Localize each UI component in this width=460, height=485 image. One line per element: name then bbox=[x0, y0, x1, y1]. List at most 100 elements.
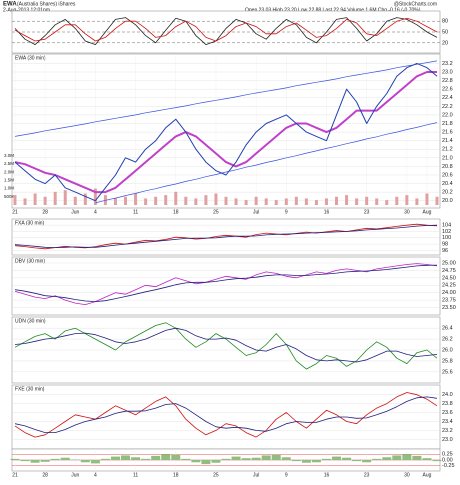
histogram-bar bbox=[342, 458, 351, 460]
volume-bar bbox=[285, 198, 288, 205]
volume-bar bbox=[174, 192, 177, 205]
histogram-bar bbox=[372, 459, 381, 460]
y-tick-label: 21.2 bbox=[442, 147, 453, 153]
volume-bar bbox=[365, 197, 368, 205]
volume-bar bbox=[214, 193, 217, 205]
y-tick-label: 0.00 bbox=[442, 457, 453, 463]
histogram-bar bbox=[151, 456, 160, 460]
histogram-bar bbox=[252, 458, 261, 460]
histogram-bar bbox=[282, 457, 291, 460]
volume-bar bbox=[245, 200, 248, 205]
volume-bar bbox=[325, 198, 328, 205]
y-tick-label: 22.2 bbox=[442, 104, 453, 110]
histogram-bar bbox=[322, 459, 331, 460]
y-tick-label: 23.0 bbox=[442, 437, 453, 443]
y-tick-label: 20.2 bbox=[442, 190, 453, 196]
y-tick-label: 21.0 bbox=[442, 155, 453, 161]
y-tick-label: 23.6 bbox=[442, 410, 453, 416]
x-tick-label: 11 bbox=[133, 209, 138, 215]
volume-bar bbox=[64, 190, 67, 205]
histogram-bar bbox=[11, 459, 20, 460]
y-tick-label: 24.25 bbox=[442, 283, 456, 289]
histogram-bar bbox=[61, 458, 70, 460]
volume-bar bbox=[124, 197, 127, 205]
histogram-bar bbox=[232, 457, 241, 460]
y-tick-label: 20 bbox=[442, 40, 448, 46]
y-tick-label: 22.0 bbox=[442, 112, 453, 118]
y-tick-label: 25.6 bbox=[442, 369, 453, 375]
volume-bar bbox=[144, 198, 147, 205]
y2-tick-label: 1.0M bbox=[4, 186, 14, 191]
histogram-bar bbox=[181, 459, 190, 460]
volume-bar bbox=[34, 193, 37, 205]
y-tick-label: 23.0 bbox=[442, 69, 453, 75]
histogram-bar bbox=[211, 460, 220, 463]
y-tick-label: 96 bbox=[442, 248, 448, 254]
volume-bar bbox=[295, 197, 298, 205]
y-tick-label: 22.4 bbox=[442, 95, 453, 101]
y-tick-label: 104 bbox=[442, 223, 451, 229]
x-tick-label: Jul bbox=[253, 209, 259, 215]
x-tick-label: 18 bbox=[173, 209, 179, 215]
histogram-bar bbox=[191, 460, 200, 462]
volume-bar bbox=[355, 198, 358, 205]
volume-bar bbox=[345, 195, 348, 205]
histogram-bar bbox=[392, 455, 401, 460]
x-tick-label: 11 bbox=[133, 472, 138, 478]
y2-tick-label: 1.5M bbox=[4, 178, 14, 183]
y-tick-label: 21.4 bbox=[442, 138, 453, 144]
x-tick-label: 28 bbox=[42, 472, 48, 478]
x-tick-label: 16 bbox=[324, 472, 330, 478]
x-tick-label: 4 bbox=[94, 209, 97, 215]
volume-bar bbox=[154, 197, 157, 205]
histogram-bar bbox=[201, 460, 210, 464]
histogram-bar bbox=[21, 460, 30, 461]
y-tick-label: 25.8 bbox=[442, 358, 453, 364]
histogram-bar bbox=[31, 460, 40, 463]
volume-bar bbox=[315, 200, 318, 205]
histogram-bar bbox=[51, 459, 60, 460]
histogram-bar bbox=[91, 460, 100, 463]
y-tick-label: 20.4 bbox=[442, 181, 453, 187]
y-tick-label: 100 bbox=[442, 235, 451, 241]
x-tick-label: 9 bbox=[285, 472, 288, 478]
y-tick-label: 21.8 bbox=[442, 121, 453, 127]
volume-bar bbox=[74, 197, 77, 205]
y-tick-label: 23.4 bbox=[442, 419, 453, 425]
y2-tick-label: 3.0M bbox=[4, 153, 14, 158]
y-tick-label: 26.0 bbox=[442, 347, 453, 353]
y-tick-label: 26.4 bbox=[442, 326, 453, 332]
histogram-bar bbox=[362, 460, 371, 462]
volume-bar bbox=[194, 198, 197, 205]
histogram-bar bbox=[222, 459, 231, 460]
volume-bar bbox=[385, 200, 388, 205]
panel-title: FXE (30 min) bbox=[15, 386, 45, 392]
x-tick-label: 21 bbox=[12, 209, 18, 215]
volume-bar bbox=[24, 198, 27, 205]
volume-bar bbox=[335, 197, 338, 205]
volume-bar bbox=[14, 195, 17, 205]
panel-frame bbox=[12, 257, 440, 315]
volume-bar bbox=[164, 195, 167, 205]
x-tick-label: 16 bbox=[324, 209, 330, 215]
histogram-bar bbox=[412, 456, 421, 460]
y-tick-label: 20.8 bbox=[442, 164, 453, 170]
histogram-bar bbox=[41, 460, 50, 462]
y-tick-label: 98 bbox=[442, 242, 448, 248]
y-tick-label: 24.0 bbox=[442, 392, 453, 398]
histogram-bar bbox=[161, 454, 170, 460]
histogram-bar bbox=[262, 455, 271, 460]
y-tick-label: 22.8 bbox=[442, 78, 453, 84]
histogram-bar bbox=[402, 454, 411, 460]
y-tick-label: 80 bbox=[442, 19, 448, 25]
volume-bar bbox=[84, 193, 87, 205]
panel-title: DBV (30 min) bbox=[15, 258, 45, 264]
volume-bar bbox=[305, 198, 308, 205]
volume-bar bbox=[395, 197, 398, 205]
y-tick-label: 0.25 bbox=[442, 452, 453, 458]
histogram-bar bbox=[242, 458, 251, 460]
x-tick-label: Jul bbox=[253, 472, 259, 478]
panel-title: UDN (30 min) bbox=[15, 318, 46, 324]
y-tick-label: 24.75 bbox=[442, 268, 456, 274]
